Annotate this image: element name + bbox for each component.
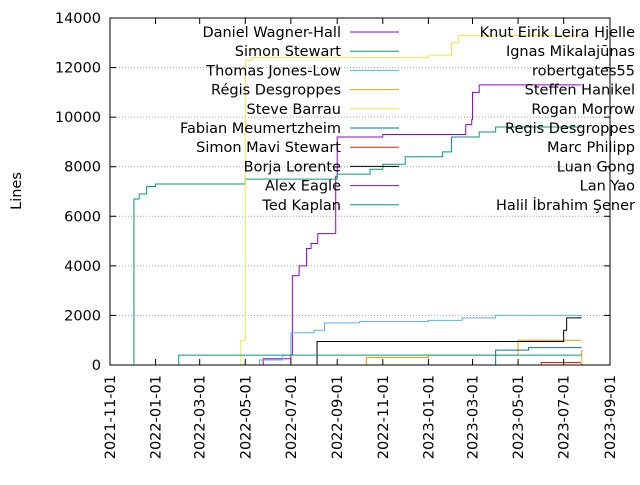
- series-line: [496, 353, 582, 365]
- series-line: [314, 318, 582, 365]
- legend-label: Halil İbrahim Şener: [496, 196, 635, 214]
- legend-label: Knut Eirik Leira Hjelle: [480, 25, 636, 41]
- x-tick-label: 2023-09-01: [603, 375, 619, 459]
- y-tick-label: 0: [92, 358, 101, 374]
- legend-label: Borja Lorente: [244, 159, 341, 175]
- y-tick-label: 6000: [64, 209, 101, 225]
- legend-label: Marc Philipp: [547, 140, 635, 156]
- legend-label: Régis Desgroppes: [211, 83, 341, 99]
- y-axis-label: Lines: [9, 172, 25, 210]
- legend-label: Ignas Mikalajūnas: [506, 44, 635, 60]
- series-line: [170, 355, 582, 365]
- x-tick-label: 2022-07-01: [284, 375, 300, 459]
- y-tick-label: 8000: [64, 160, 101, 176]
- y-tick-label: 10000: [55, 110, 101, 126]
- y-tick-label: 12000: [55, 61, 101, 77]
- legend-label: Simon Stewart: [235, 44, 342, 60]
- legend-label: Luan Gong: [557, 159, 635, 175]
- x-tick-label: 2023-05-01: [511, 375, 527, 459]
- x-tick-label: 2023-03-01: [465, 375, 481, 459]
- y-tick-label: 2000: [64, 308, 101, 324]
- series-line: [518, 361, 582, 365]
- legend-label: Regis Desgroppes: [505, 121, 635, 137]
- legend-label: Alex Eagle: [265, 179, 341, 195]
- x-tick-label: 2021-11-01: [103, 375, 119, 459]
- series-line: [541, 358, 581, 365]
- x-tick-label: 2022-09-01: [330, 375, 346, 459]
- legend-label: Daniel Wagner-Hall: [202, 25, 341, 41]
- legend-label: Lan Yao: [580, 179, 636, 195]
- legend-label: Rogan Morrow: [531, 102, 635, 118]
- legend-label: Simon Mavi Stewart: [196, 140, 341, 156]
- legend-label: Steffen Hanikel: [525, 83, 635, 99]
- legend-label: robertgates55: [532, 63, 635, 79]
- legend-label: Fabian Meumertzheim: [180, 121, 341, 137]
- x-tick-label: 2023-07-01: [557, 375, 573, 459]
- x-tick-label: 2022-03-01: [193, 375, 209, 459]
- x-tick-label: 2023-01-01: [421, 375, 437, 459]
- legend-label: Steve Barrau: [247, 102, 342, 118]
- legend-label: Ted Kaplan: [261, 198, 341, 214]
- legend: Daniel Wagner-Hall Simon Stewart Thomas Jo…: [180, 25, 635, 214]
- x-tick-label: 2022-11-01: [376, 375, 392, 459]
- series-line: [132, 127, 581, 365]
- series-line: [314, 340, 582, 365]
- x-tick-label: 2022-05-01: [238, 375, 254, 459]
- legend-label: Thomas Jones-Low: [205, 63, 341, 79]
- y-tick-label: 14000: [55, 11, 101, 27]
- x-tick-label: 2022-01-01: [149, 375, 165, 459]
- y-tick-label: 4000: [64, 259, 101, 275]
